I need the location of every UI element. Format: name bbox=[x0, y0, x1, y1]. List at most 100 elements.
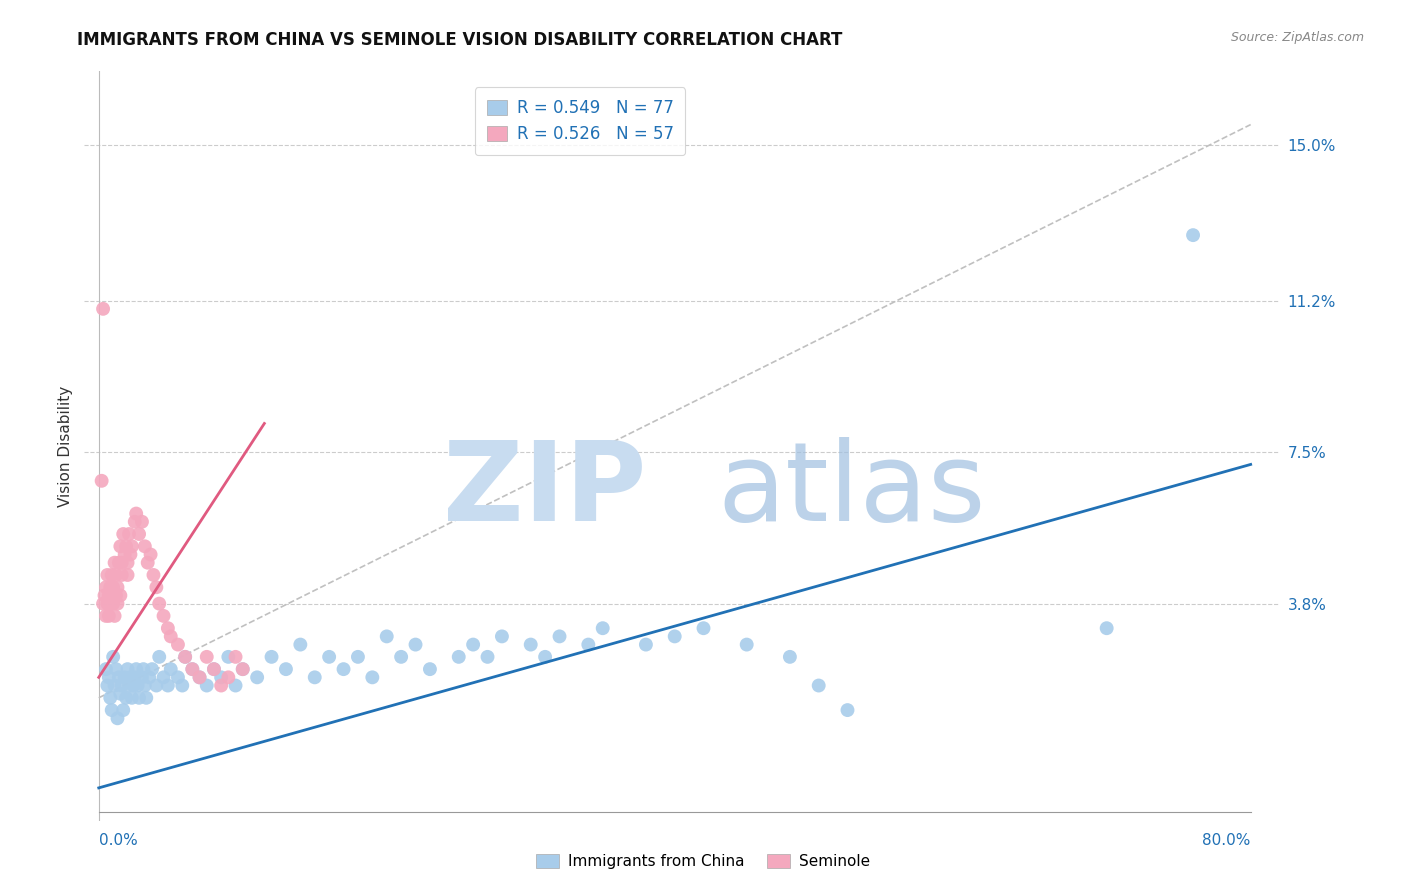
Point bbox=[132, 662, 155, 676]
Point bbox=[111, 568, 134, 582]
Point bbox=[195, 649, 218, 664]
Point bbox=[181, 662, 204, 676]
Point bbox=[128, 527, 150, 541]
Point bbox=[225, 679, 247, 693]
Point bbox=[181, 662, 204, 676]
Point bbox=[576, 638, 599, 652]
Point bbox=[145, 580, 167, 594]
Point bbox=[375, 629, 398, 643]
Point bbox=[125, 662, 148, 676]
Point bbox=[145, 679, 167, 693]
Point bbox=[405, 638, 427, 652]
Point bbox=[110, 589, 132, 603]
Point bbox=[156, 679, 179, 693]
Point bbox=[188, 670, 211, 684]
Point bbox=[592, 621, 614, 635]
Point bbox=[347, 649, 370, 664]
Y-axis label: Vision Disability: Vision Disability bbox=[58, 385, 73, 507]
Point bbox=[105, 662, 128, 676]
Point bbox=[389, 649, 412, 664]
Point bbox=[217, 670, 239, 684]
Point bbox=[127, 679, 149, 693]
Point bbox=[125, 507, 148, 521]
Point bbox=[90, 474, 112, 488]
Point bbox=[519, 638, 541, 652]
Point bbox=[361, 670, 384, 684]
Text: Source: ZipAtlas.com: Source: ZipAtlas.com bbox=[1230, 31, 1364, 45]
Point bbox=[117, 568, 139, 582]
Point bbox=[209, 670, 232, 684]
Point bbox=[274, 662, 297, 676]
Point bbox=[97, 670, 120, 684]
Point bbox=[260, 649, 283, 664]
Point bbox=[202, 662, 225, 676]
Point bbox=[225, 649, 247, 664]
Point bbox=[148, 649, 170, 664]
Point bbox=[93, 589, 115, 603]
Point bbox=[209, 679, 232, 693]
Text: 80.0%: 80.0% bbox=[1202, 833, 1251, 848]
Point bbox=[122, 679, 145, 693]
Legend: R = 0.549   N = 77, R = 0.526   N = 57: R = 0.549 N = 77, R = 0.526 N = 57 bbox=[475, 87, 686, 155]
Point bbox=[142, 568, 165, 582]
Point bbox=[807, 679, 830, 693]
Point bbox=[120, 670, 142, 684]
Point bbox=[159, 629, 181, 643]
Point bbox=[108, 670, 131, 684]
Point bbox=[148, 597, 170, 611]
Point bbox=[318, 649, 340, 664]
Point bbox=[98, 580, 121, 594]
Point bbox=[136, 556, 159, 570]
Point bbox=[138, 670, 160, 684]
Point bbox=[172, 679, 194, 693]
Point bbox=[124, 515, 146, 529]
Point bbox=[128, 690, 150, 705]
Point bbox=[98, 690, 121, 705]
Point bbox=[152, 670, 174, 684]
Point bbox=[121, 690, 143, 705]
Point bbox=[120, 548, 142, 562]
Point bbox=[156, 621, 179, 635]
Point bbox=[246, 670, 269, 684]
Point bbox=[96, 597, 118, 611]
Point bbox=[111, 679, 134, 693]
Point bbox=[105, 568, 128, 582]
Point bbox=[779, 649, 801, 664]
Point bbox=[692, 621, 714, 635]
Point bbox=[131, 670, 153, 684]
Point bbox=[1182, 228, 1205, 243]
Point bbox=[477, 649, 499, 664]
Point bbox=[1095, 621, 1118, 635]
Point bbox=[304, 670, 326, 684]
Point bbox=[134, 539, 156, 553]
Point bbox=[837, 703, 859, 717]
Point bbox=[131, 515, 153, 529]
Text: 0.0%: 0.0% bbox=[98, 833, 138, 848]
Point bbox=[100, 703, 122, 717]
Point bbox=[112, 703, 135, 717]
Point bbox=[110, 539, 132, 553]
Point bbox=[491, 629, 513, 643]
Point bbox=[135, 690, 157, 705]
Legend: Immigrants from China, Seminole: Immigrants from China, Seminole bbox=[530, 847, 876, 875]
Point bbox=[107, 711, 129, 725]
Point bbox=[463, 638, 485, 652]
Point bbox=[107, 597, 129, 611]
Point bbox=[174, 649, 197, 664]
Point bbox=[121, 539, 143, 553]
Point bbox=[98, 597, 121, 611]
Text: ZIP: ZIP bbox=[443, 437, 647, 544]
Point bbox=[101, 649, 124, 664]
Point bbox=[104, 608, 127, 623]
Text: atlas: atlas bbox=[718, 437, 986, 544]
Point bbox=[134, 679, 156, 693]
Point bbox=[94, 662, 117, 676]
Point bbox=[114, 548, 136, 562]
Point bbox=[217, 649, 239, 664]
Point bbox=[419, 662, 441, 676]
Point bbox=[195, 679, 218, 693]
Point bbox=[111, 556, 134, 570]
Point bbox=[332, 662, 354, 676]
Point bbox=[232, 662, 254, 676]
Point bbox=[152, 608, 174, 623]
